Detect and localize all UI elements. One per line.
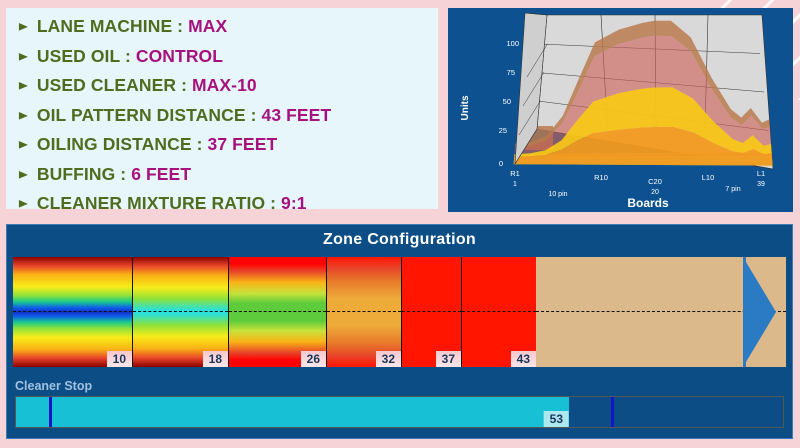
svg-text:R1: R1 xyxy=(510,169,520,178)
svg-text:39: 39 xyxy=(757,181,765,188)
svg-text:1: 1 xyxy=(513,181,517,188)
svg-text:75: 75 xyxy=(507,68,515,77)
svg-text:100: 100 xyxy=(506,39,519,48)
svg-text:7 pin: 7 pin xyxy=(725,186,740,193)
svg-text:25: 25 xyxy=(499,126,507,135)
svg-text:10 pin: 10 pin xyxy=(548,191,567,198)
svg-text:C20: C20 xyxy=(648,177,662,186)
svg-text:L1: L1 xyxy=(757,169,765,178)
svg-text:R10: R10 xyxy=(594,173,608,182)
svg-text:50: 50 xyxy=(503,97,511,106)
svg-text:0: 0 xyxy=(499,159,503,168)
svg-text:L10: L10 xyxy=(702,173,715,182)
svg-text:Boards: Boards xyxy=(627,196,669,210)
svg-text:20: 20 xyxy=(651,189,659,196)
svg-text:Units: Units xyxy=(460,95,471,120)
